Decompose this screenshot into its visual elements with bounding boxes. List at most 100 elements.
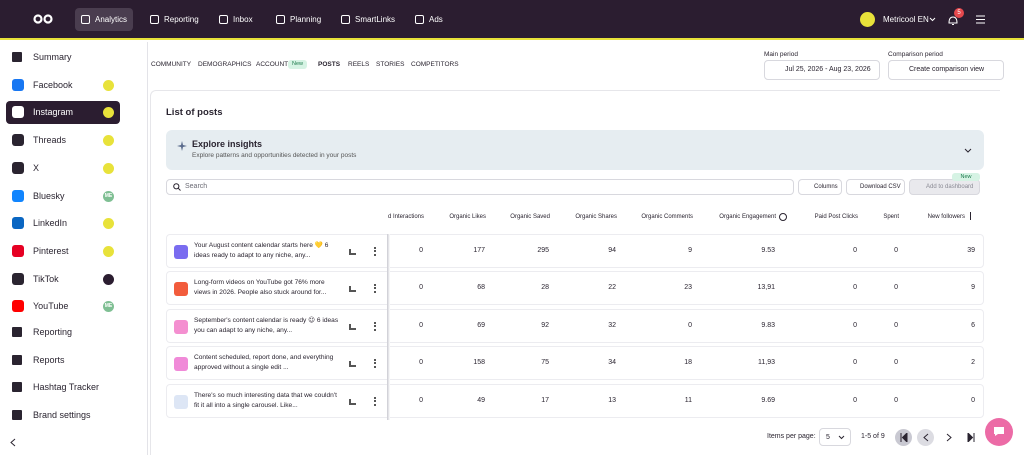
sidebar-icon xyxy=(12,217,24,229)
page-size-select[interactable]: 5 xyxy=(819,428,851,446)
comparison-button[interactable]: Create comparison view xyxy=(888,60,1004,80)
sidebar-item[interactable]: Instagram xyxy=(6,101,120,124)
sidebar-label: Pinterest xyxy=(33,246,69,256)
logo[interactable] xyxy=(33,14,53,24)
column-header[interactable]: Organic Shares xyxy=(575,214,617,220)
brand-avatar xyxy=(103,107,114,118)
column-header[interactable]: Organic Likes xyxy=(449,214,486,220)
prev-page-button[interactable] xyxy=(917,429,934,446)
sidebar-label: Facebook xyxy=(33,80,73,90)
help-icon[interactable] xyxy=(779,213,787,221)
nav-item[interactable]: Analytics xyxy=(75,8,134,31)
post-thumbnail[interactable] xyxy=(174,282,188,296)
post-thumbnail[interactable] xyxy=(174,357,188,371)
table-cell: 9 xyxy=(688,247,692,254)
sidebar-label: Instagram xyxy=(33,107,74,117)
download-button[interactable]: Download CSV xyxy=(846,179,905,195)
post-text[interactable]: There's so much interesting data that we… xyxy=(194,392,337,409)
stats-icon[interactable] xyxy=(349,249,356,255)
more-icon[interactable] xyxy=(374,247,376,256)
next-page-button[interactable] xyxy=(946,433,952,442)
tab[interactable]: DEMOGRAPHICS xyxy=(198,61,252,68)
post-text[interactable]: Long-form videos on YouTube got 76% more… xyxy=(194,279,327,296)
post-thumbnail[interactable] xyxy=(174,245,188,259)
table-cell: 295 xyxy=(537,247,549,254)
account-chevron[interactable] xyxy=(929,17,936,22)
column-header[interactable]: New followers xyxy=(927,214,965,220)
column-header[interactable]: Spent xyxy=(883,214,899,220)
post-text[interactable]: Your August content calendar starts here… xyxy=(194,242,329,259)
nav-item[interactable]: Inbox xyxy=(213,8,259,31)
sidebar-item[interactable]: TikTok xyxy=(6,268,120,291)
sidebar-item[interactable]: Reporting xyxy=(6,321,120,344)
add-dashboard-button[interactable]: Add to dashboard xyxy=(909,179,980,195)
column-header[interactable]: Organic Saved xyxy=(510,214,550,220)
table-cell: 23 xyxy=(684,284,692,291)
page-range: 1-5 of 9 xyxy=(861,433,885,440)
column-header[interactable]: Organic Engagement xyxy=(719,214,776,220)
column-header[interactable]: d Interactions xyxy=(387,214,424,220)
sidebar-item[interactable]: Hashtag Tracker xyxy=(6,376,120,399)
more-icon[interactable] xyxy=(374,322,376,331)
sidebar-item[interactable]: X xyxy=(6,157,120,180)
tab[interactable]: COMPETITORS xyxy=(411,61,459,68)
tab[interactable]: STORIES xyxy=(376,61,405,68)
nav-item[interactable]: SmartLinks xyxy=(335,8,401,31)
insights-panel[interactable]: Explore insights Explore patterns and op… xyxy=(166,130,984,170)
post-thumbnail[interactable] xyxy=(174,320,188,334)
table-row[interactable]: Long-form videos on YouTube got 76% more… xyxy=(166,271,984,305)
collapse-icon[interactable] xyxy=(10,438,16,447)
tab[interactable]: ACCOUNT xyxy=(256,61,289,68)
stats-icon[interactable] xyxy=(349,361,356,367)
table-row[interactable]: There's so much interesting data that we… xyxy=(166,384,984,418)
table-row[interactable]: September's content calendar is ready 😉 … xyxy=(166,309,984,343)
columns-button[interactable]: Columns xyxy=(798,179,842,195)
more-icon[interactable] xyxy=(374,284,376,293)
table-cell: 0 xyxy=(853,247,857,254)
more-icon[interactable] xyxy=(374,397,376,406)
page-size-chevron xyxy=(838,435,845,440)
nav-item[interactable]: Ads xyxy=(409,8,449,31)
sidebar-icon xyxy=(12,382,22,392)
stats-icon[interactable] xyxy=(349,286,356,292)
table-cell: 17 xyxy=(541,397,549,404)
sort-icon[interactable] xyxy=(970,212,971,220)
post-thumbnail[interactable] xyxy=(174,395,188,409)
more-icon[interactable] xyxy=(374,359,376,368)
account-name[interactable]: Metricool EN xyxy=(883,15,929,24)
post-text[interactable]: September's content calendar is ready 😉 … xyxy=(194,317,339,334)
search-box[interactable]: Search xyxy=(166,179,794,195)
table-cell: 94 xyxy=(608,247,616,254)
sidebar-item[interactable]: YouTube ME xyxy=(6,295,120,318)
stats-icon[interactable] xyxy=(349,399,356,405)
menu-icon[interactable] xyxy=(976,15,985,24)
table-row[interactable]: Content scheduled, report done, and ever… xyxy=(166,346,984,380)
sidebar-item[interactable]: Facebook xyxy=(6,74,120,97)
tab[interactable]: POSTS xyxy=(318,61,341,68)
sidebar-item[interactable]: Threads xyxy=(6,129,120,152)
table-row[interactable]: Your August content calendar starts here… xyxy=(166,234,984,268)
brand-avatar xyxy=(103,135,114,146)
sidebar-label: X xyxy=(33,163,40,173)
last-page-button[interactable] xyxy=(967,433,975,442)
table-cell: 49 xyxy=(477,397,485,404)
tab[interactable]: COMMUNITY xyxy=(151,61,192,68)
sidebar-item[interactable]: LinkedIn xyxy=(6,212,120,235)
brand-badge: ME xyxy=(103,301,114,312)
sidebar-item[interactable]: Pinterest xyxy=(6,240,120,263)
bell-icon[interactable] xyxy=(947,14,959,27)
nav-item[interactable]: Reporting xyxy=(144,8,205,31)
column-header[interactable]: Paid Post Clicks xyxy=(814,214,858,220)
sidebar-item[interactable]: Summary xyxy=(6,46,120,69)
table-cell: 18 xyxy=(684,359,692,366)
tab[interactable]: REELS xyxy=(348,61,370,68)
stats-icon[interactable] xyxy=(349,324,356,330)
sidebar-item[interactable]: Bluesky ME xyxy=(6,185,120,208)
sidebar-item[interactable]: Brand settings xyxy=(6,404,120,427)
column-header[interactable]: Organic Comments xyxy=(641,214,693,220)
sidebar-item[interactable]: Reports xyxy=(6,349,120,372)
main-period-button[interactable]: Jul 25, 2026 - Aug 23, 2026 xyxy=(764,60,880,80)
nav-item[interactable]: Planning xyxy=(270,8,327,31)
account-avatar[interactable] xyxy=(860,12,875,27)
post-text[interactable]: Content scheduled, report done, and ever… xyxy=(194,354,334,371)
